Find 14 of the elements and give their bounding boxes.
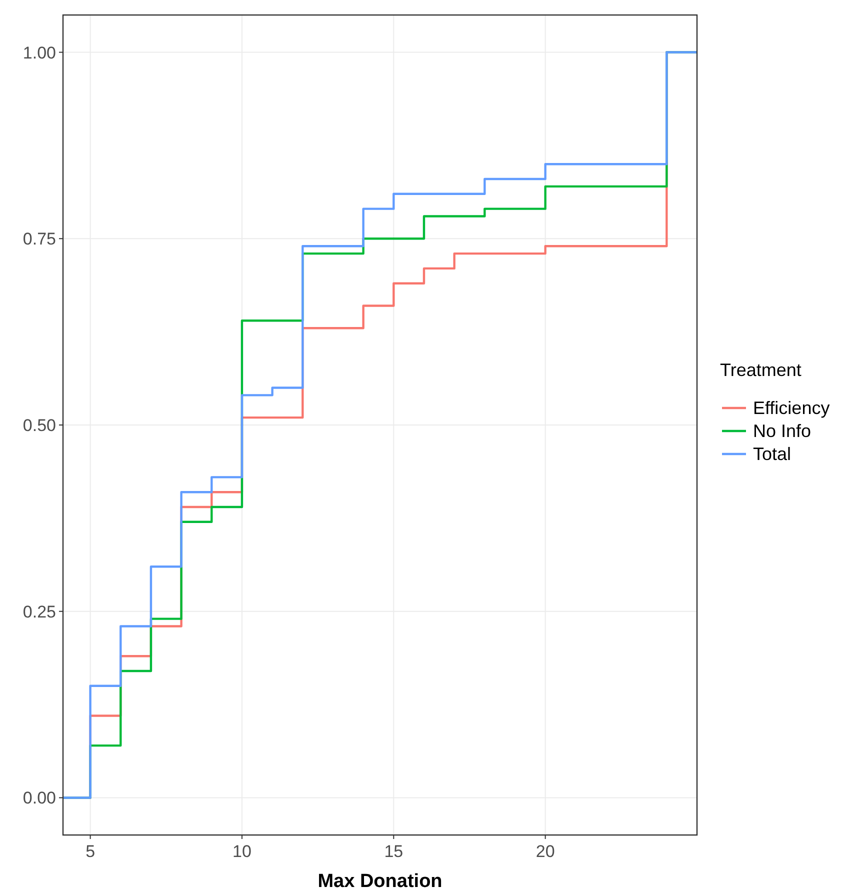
x-tick-label: 15 bbox=[384, 842, 404, 861]
x-axis-title: Max Donation bbox=[318, 871, 442, 892]
y-tick-label: 0.50 bbox=[22, 416, 56, 435]
legend-title: Treatment bbox=[720, 360, 802, 380]
y-tick-label: 0.25 bbox=[22, 602, 56, 622]
y-tick-label: 0.75 bbox=[22, 230, 56, 249]
legend-label: Total bbox=[753, 444, 792, 464]
y-tick-label: 0.00 bbox=[22, 788, 56, 808]
x-tick-label: 5 bbox=[86, 842, 96, 861]
y-tick-label: 1.00 bbox=[22, 43, 56, 62]
x-tick-label: 20 bbox=[536, 842, 555, 861]
legend-label: No Info bbox=[753, 421, 812, 441]
legend-label: Efficiency bbox=[753, 398, 830, 418]
x-tick-label: 10 bbox=[232, 842, 252, 861]
